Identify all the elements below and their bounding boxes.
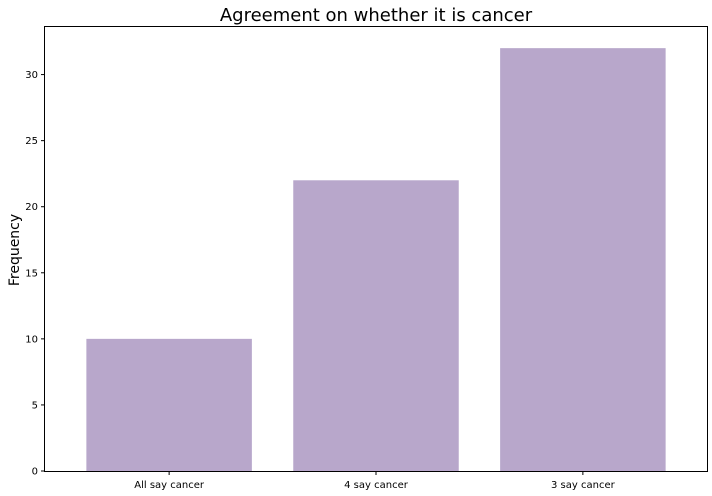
y-tick-label: 10 xyxy=(25,334,38,345)
y-tick-label: 25 xyxy=(25,136,38,147)
y-tick-label: 5 xyxy=(32,400,38,411)
y-tick-label: 30 xyxy=(25,70,38,81)
x-tick-label: 3 say cancer xyxy=(551,480,616,491)
bar-3 xyxy=(500,48,666,472)
chart-title: Agreement on whether it is cancer xyxy=(220,5,533,26)
y-axis-ticks: 0 5 10 15 20 25 30 xyxy=(25,70,45,478)
x-tick-label: 4 say cancer xyxy=(344,480,409,491)
bar-2 xyxy=(293,180,459,472)
y-tick-label: 15 xyxy=(25,268,38,279)
bar-1 xyxy=(86,338,252,471)
y-tick-label: 20 xyxy=(25,202,38,213)
bar-series xyxy=(86,48,666,472)
x-axis-ticks: All say cancer 4 say cancer 3 say cancer xyxy=(134,471,616,491)
y-axis-label: Frequency xyxy=(7,214,23,286)
plot-frame xyxy=(44,26,708,472)
x-tick-label: All say cancer xyxy=(134,480,205,491)
y-tick-label: 0 xyxy=(32,467,38,478)
